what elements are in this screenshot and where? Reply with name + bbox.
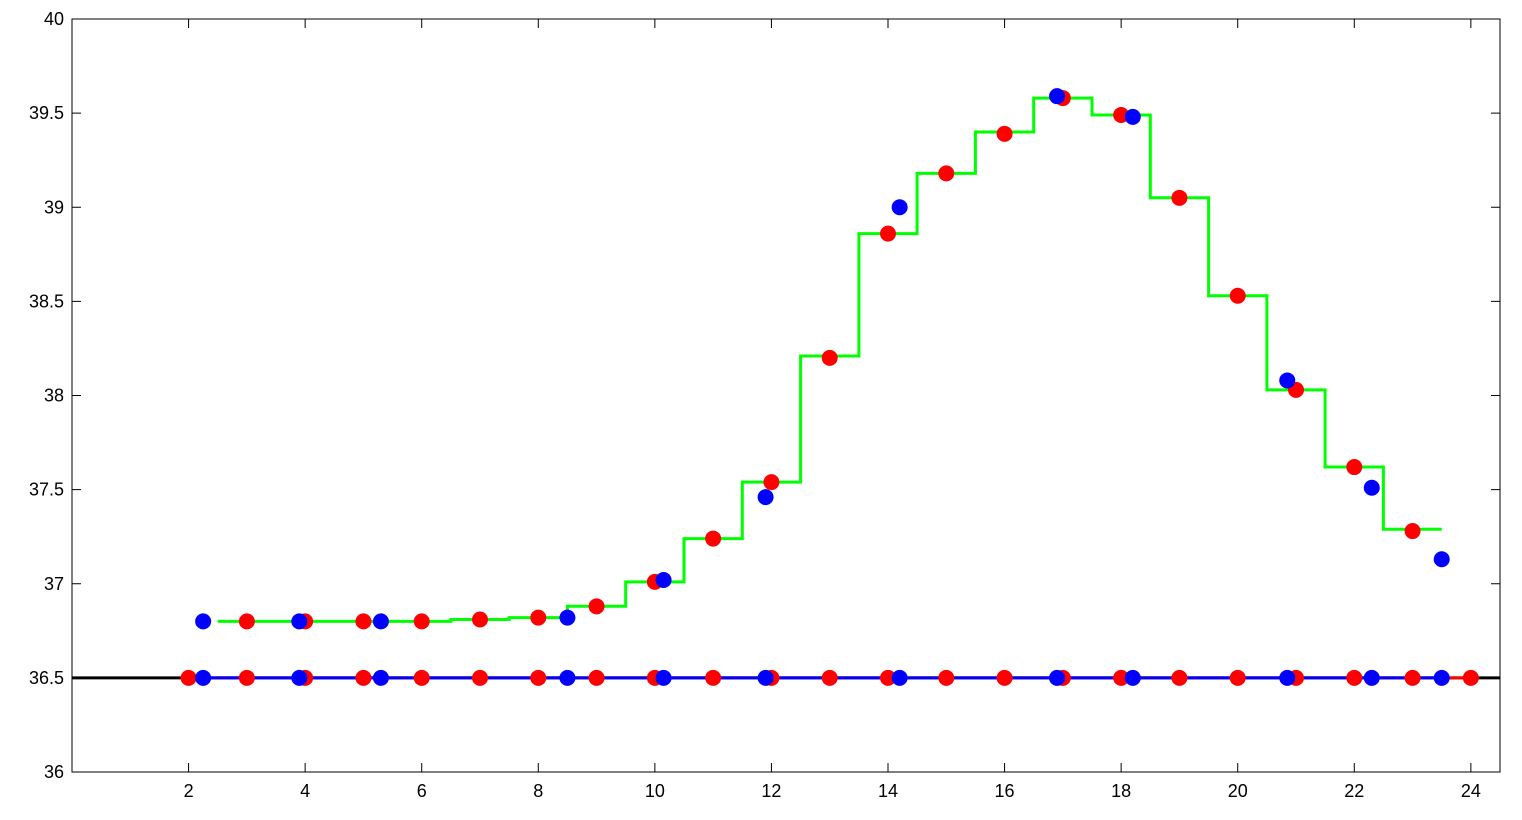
y-tick-label: 39 [44, 197, 64, 217]
data-point [1049, 88, 1066, 105]
data-point [559, 609, 576, 626]
data-point [1124, 108, 1141, 125]
x-tick-label: 10 [645, 781, 665, 801]
baseline-data-point [1279, 669, 1296, 686]
data-point [891, 199, 908, 216]
data-point [757, 489, 774, 506]
baseline-data-point [180, 669, 197, 686]
x-tick-label: 2 [184, 781, 194, 801]
tick-labels: 2 4 6 8 10 12 14 16 18 20 22 243636.53737.53838.539… [29, 9, 1481, 801]
data-point [655, 571, 672, 588]
baseline-data-point [938, 669, 955, 686]
x-tick-label: 4 [300, 781, 310, 801]
data-point [372, 613, 389, 630]
x-tick-label: 14 [878, 781, 898, 801]
axes [71, 18, 1501, 773]
baseline-data-point [372, 669, 389, 686]
data-point [195, 613, 212, 630]
data-point [291, 613, 308, 630]
data-point [1346, 459, 1363, 476]
baseline-data-point [1113, 669, 1130, 686]
data-point [1363, 479, 1380, 496]
baseline-data-point [1049, 669, 1066, 686]
data-point [880, 225, 896, 242]
x-tick-label: 8 [533, 781, 543, 801]
y-tick-label: 40 [44, 9, 64, 29]
data-point [413, 613, 430, 630]
baseline-data-point [413, 669, 430, 686]
x-tick-label: 24 [1461, 781, 1481, 801]
baseline-data-point [291, 669, 308, 686]
baseline-data-point [472, 669, 488, 686]
data-point [530, 609, 547, 626]
baseline-data-point [821, 669, 838, 686]
series-points [180, 88, 1479, 686]
data-point [1404, 523, 1421, 540]
data-point [821, 349, 838, 366]
baseline-data-point [1363, 669, 1380, 686]
x-tick-label: 22 [1344, 781, 1364, 801]
y-tick-label: 36.5 [29, 668, 64, 688]
y-tick-label: 37.5 [29, 480, 64, 500]
data-point [588, 598, 605, 615]
baseline-data-point [559, 669, 576, 686]
data-point [938, 165, 955, 182]
baseline-data-point [1124, 669, 1141, 686]
baseline-data-point [996, 669, 1013, 686]
baseline-data-point [1229, 669, 1246, 686]
baseline-data-point [530, 669, 547, 686]
data-point [1279, 372, 1296, 389]
baseline-data-point [1462, 669, 1479, 686]
data-point [996, 125, 1013, 142]
y-tick-label: 36 [44, 762, 64, 782]
data-point [472, 611, 488, 628]
baseline-data-point [880, 669, 896, 686]
y-tick-label: 38.5 [29, 291, 64, 311]
plot-frame [71, 18, 1501, 773]
data-point [705, 530, 722, 547]
y-tick-label: 37 [44, 574, 64, 594]
baseline-data-point [238, 669, 255, 686]
y-tick-label: 38 [44, 386, 64, 406]
x-tick-label: 6 [417, 781, 427, 801]
x-tick-label: 12 [761, 781, 781, 801]
data-point [1433, 551, 1450, 568]
baseline-data-point [757, 669, 774, 686]
baseline-data-point [1346, 669, 1363, 686]
baseline-data-point [1171, 669, 1188, 686]
data-point [1229, 287, 1246, 304]
baseline-data-point [705, 669, 722, 686]
data-point [238, 613, 255, 630]
baseline-data-point [655, 669, 672, 686]
baseline-data-point [195, 669, 212, 686]
x-tick-label: 16 [995, 781, 1015, 801]
baseline-data-point [588, 669, 605, 686]
step-line-series [217, 96, 1442, 623]
baseline-data-point [891, 669, 908, 686]
baseline-data-point [355, 669, 372, 686]
baseline-data-point [1404, 669, 1421, 686]
data-point [763, 474, 780, 491]
baseline-data-point [1433, 669, 1450, 686]
data-point [1171, 189, 1188, 206]
x-tick-label: 20 [1228, 781, 1248, 801]
data-point [355, 613, 372, 630]
x-tick-label: 18 [1111, 781, 1131, 801]
y-tick-label: 39.5 [29, 103, 64, 123]
